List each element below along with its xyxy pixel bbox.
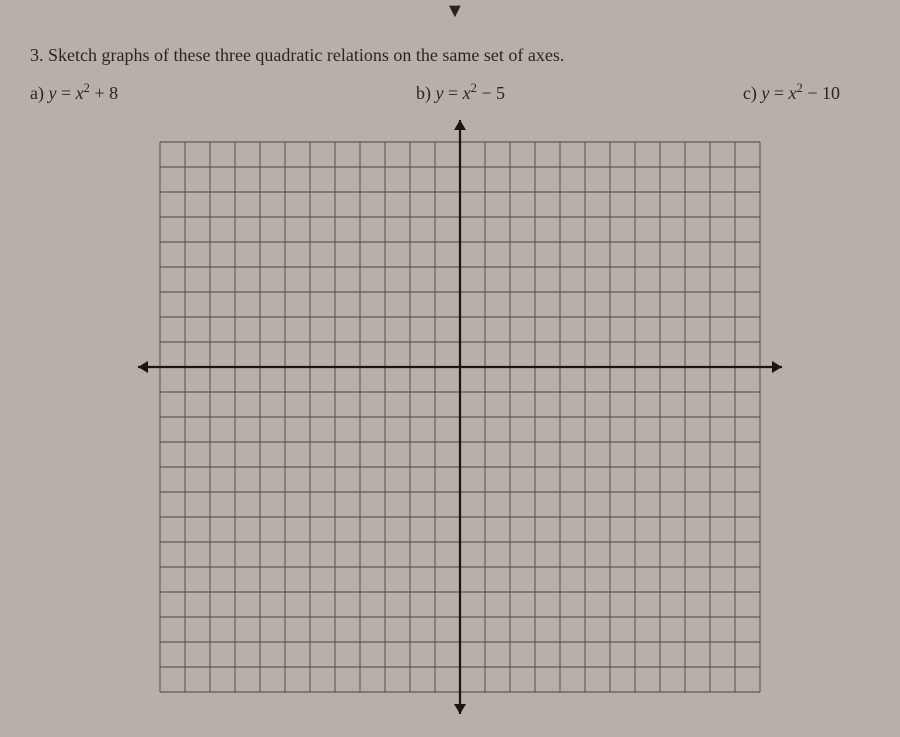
part-c-label: c) [743, 83, 757, 103]
question-prompt: 3. Sketch graphs of these three quadrati… [30, 45, 870, 66]
part-b: b) y = x2 − 5 [416, 81, 505, 104]
part-b-lhs: y [435, 83, 443, 103]
question-number: 3. [30, 45, 44, 65]
equals: = [774, 83, 789, 103]
part-c-lhs: y [761, 83, 769, 103]
equals: = [61, 83, 76, 103]
part-b-base: x [463, 83, 471, 103]
part-c-base: x [789, 83, 797, 103]
part-a: a) y = x2 + 8 [30, 81, 118, 104]
part-b-label: b) [416, 83, 431, 103]
equals: = [448, 83, 463, 103]
part-a-lhs: y [48, 83, 56, 103]
part-c-tail: − 10 [803, 83, 840, 103]
question-text-body: Sketch graphs of these three quadratic r… [48, 45, 564, 65]
part-a-label: a) [30, 83, 44, 103]
part-a-tail: + 8 [90, 83, 118, 103]
stray-down-arrow: ▼ [445, 0, 465, 23]
grid-svg [130, 112, 790, 722]
parts-row: a) y = x2 + 8 b) y = x2 − 5 c) y = x2 − … [30, 81, 870, 104]
part-a-base: x [76, 83, 84, 103]
part-c: c) y = x2 − 10 [743, 81, 840, 104]
part-b-tail: − 5 [477, 83, 505, 103]
coordinate-grid [130, 112, 770, 672]
